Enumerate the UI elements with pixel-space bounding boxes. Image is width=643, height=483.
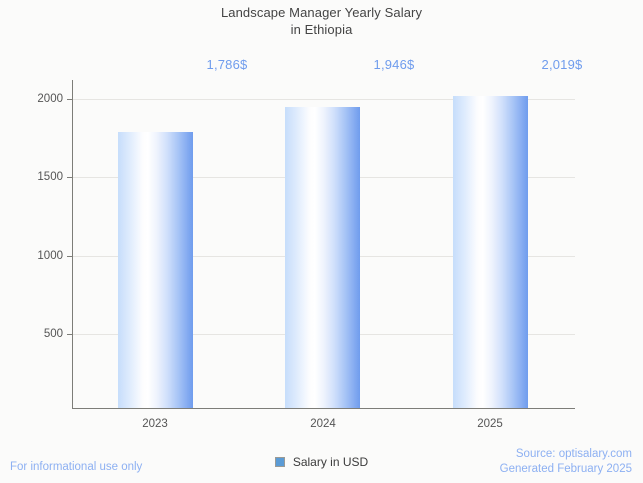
source-text: Source: optisalary.com	[515, 448, 632, 460]
bar-2024[interactable]	[285, 107, 360, 408]
legend-item-salary-in-usd[interactable]: Salary in USD	[274, 455, 369, 469]
y-axis-line	[72, 80, 73, 408]
generated-text: Generated February 2025	[499, 463, 632, 475]
bar-value-label-2025: 2,019$	[541, 57, 583, 72]
bar-2025[interactable]	[453, 96, 528, 408]
chart-title-line-1: Landscape Manager Yearly Salary	[220, 5, 423, 20]
legend-item-label: Salary in USD	[292, 455, 369, 469]
chart-title-line-2: in Ethiopia	[290, 22, 353, 37]
plot-area: 2000 1500 1000 500 2023 2024 2025	[37, 60, 575, 430]
bar-2023[interactable]	[118, 132, 193, 408]
bar-value-label-2024: 1,946$	[373, 57, 415, 72]
chart-title: Landscape Manager Yearly Salary in Ethio…	[0, 4, 643, 38]
x-axis-line	[72, 408, 575, 409]
y-axis-tick-label-1000: 1000	[37, 250, 63, 262]
legend-swatch-icon	[274, 457, 285, 467]
x-axis-label-2025: 2025	[477, 418, 503, 430]
tick-mark-2000	[67, 99, 72, 100]
y-axis-tick-label-1500: 1500	[37, 171, 63, 183]
tick-mark-500	[67, 334, 72, 335]
chart-legend: Salary in USD	[0, 455, 643, 469]
x-axis-label-2023: 2023	[142, 418, 168, 430]
y-axis-tick-label-500: 500	[43, 328, 63, 340]
disclaimer-text: For informational use only	[10, 461, 143, 473]
bar-value-label-2023: 1,786$	[206, 57, 248, 72]
y-axis-tick-label-2000: 2000	[37, 93, 63, 105]
tick-mark-1000	[67, 256, 72, 257]
source-block: Source: optisalary.com Generated Februar…	[500, 447, 632, 477]
tick-mark-1500	[67, 177, 72, 178]
x-axis-label-2024: 2024	[310, 418, 336, 430]
gridline-2000	[73, 99, 575, 100]
